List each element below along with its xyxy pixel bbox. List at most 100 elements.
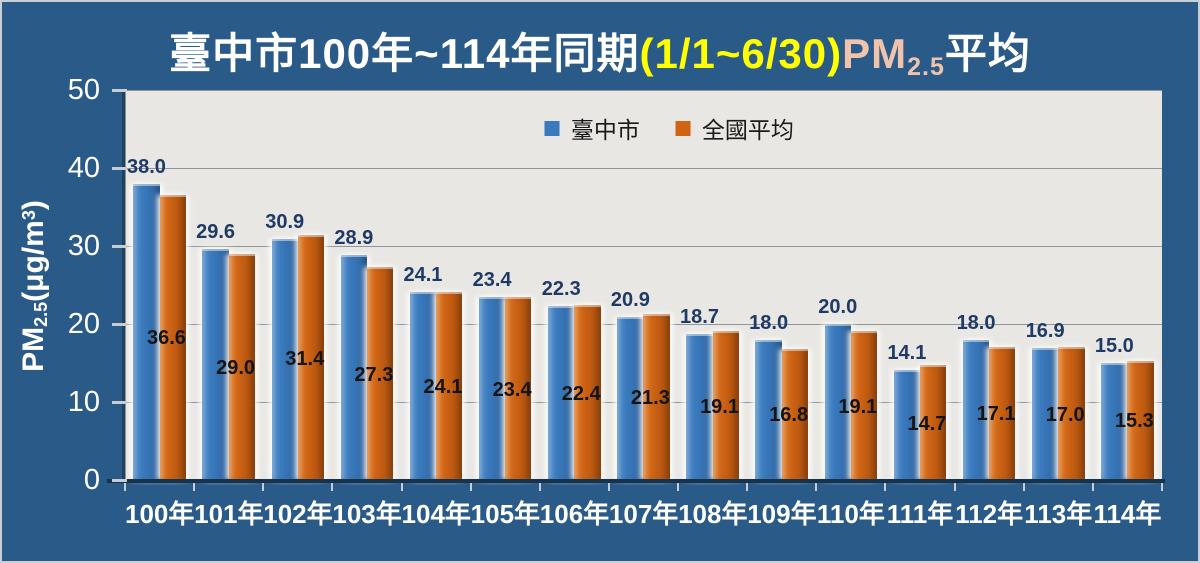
x-axis-tick bbox=[1022, 483, 1025, 491]
y-tick-20 bbox=[112, 323, 127, 326]
value-label-taichung-105年: 23.4 bbox=[472, 269, 512, 292]
bar-group-112年: 18.0 17.1 bbox=[955, 90, 1024, 480]
plot-area: 38.0 36.6 29.6 29.0 30.9 31.4 28.9 27.3 24.1 24.1… bbox=[125, 90, 1162, 480]
bar-taichung-102年 bbox=[271, 238, 298, 480]
x-axis-tick bbox=[1091, 483, 1094, 491]
x-axis-tick bbox=[677, 483, 680, 491]
legend-swatch-taichung bbox=[544, 120, 560, 136]
value-label-national-102年: 31.4 bbox=[285, 347, 325, 370]
y-axis-line bbox=[122, 90, 125, 482]
bar-national-100年 bbox=[159, 194, 186, 480]
x-axis-tick bbox=[1161, 483, 1163, 491]
value-label-national-113年: 17.0 bbox=[1045, 403, 1085, 426]
y-axis-title: PM2.5(μg/m3) bbox=[17, 200, 51, 372]
x-tick-label-104年: 104年 bbox=[401, 499, 471, 529]
x-axis-tick bbox=[124, 483, 126, 491]
y-tick-label-0: 0 bbox=[83, 464, 100, 496]
x-axis-tick bbox=[746, 483, 749, 491]
x-axis-tick bbox=[607, 483, 610, 491]
gridline-40 bbox=[125, 168, 1162, 169]
chart-title-prefix: 臺中市100年~114年同期 bbox=[169, 30, 640, 77]
bar-group-107年: 20.9 21.3 bbox=[609, 90, 678, 480]
y-tick-label-20: 20 bbox=[67, 308, 100, 340]
value-label-national-111年: 14.7 bbox=[907, 412, 947, 435]
y-tick-50 bbox=[112, 89, 127, 92]
bar-taichung-110年 bbox=[824, 324, 851, 480]
x-tick-label-102年: 102年 bbox=[263, 499, 333, 529]
bar-taichung-113年 bbox=[1032, 348, 1059, 480]
legend-label: 全國平均 bbox=[701, 117, 794, 143]
legend-label: 臺中市 bbox=[570, 117, 640, 143]
bar-group-100年: 38.0 36.6 bbox=[125, 90, 194, 480]
bar-group-103年: 28.9 27.3 bbox=[332, 90, 401, 480]
y-tick-40 bbox=[112, 167, 127, 170]
x-axis-tick bbox=[400, 483, 403, 491]
y-tick-0 bbox=[112, 479, 127, 482]
y-axis-title-superscript: 3 bbox=[19, 210, 39, 221]
x-tick-label-112年: 112年 bbox=[955, 499, 1024, 529]
x-tick-label-107年: 107年 bbox=[608, 499, 679, 529]
x-tick-label-100年: 100年 bbox=[125, 499, 195, 529]
value-label-taichung-111年: 14.1 bbox=[887, 342, 927, 365]
bar-group-106年: 22.3 22.4 bbox=[540, 90, 609, 480]
value-label-taichung-113年: 16.9 bbox=[1025, 320, 1065, 343]
bar-group-104年: 24.1 24.1 bbox=[402, 90, 471, 480]
chart-title-pm: PM2.5 bbox=[842, 30, 945, 81]
value-label-taichung-110年: 20.0 bbox=[818, 296, 858, 318]
y-tick-label-30: 30 bbox=[67, 230, 100, 262]
bar-national-113年 bbox=[1058, 347, 1085, 480]
x-tick-label-103年: 103年 bbox=[332, 499, 402, 529]
value-label-national-100年: 36.6 bbox=[147, 327, 186, 350]
value-label-national-112年: 17.1 bbox=[976, 403, 1016, 426]
x-axis-tick bbox=[953, 483, 956, 491]
bar-national-109年 bbox=[781, 348, 809, 480]
value-label-national-108年: 19.1 bbox=[700, 395, 739, 418]
chart-title-suffix: 平均 bbox=[944, 30, 1031, 77]
value-label-taichung-103年: 28.9 bbox=[334, 226, 374, 249]
y-tick-label-10: 10 bbox=[67, 386, 100, 418]
bar-national-110年 bbox=[850, 331, 878, 480]
value-label-national-101年: 29.0 bbox=[216, 356, 256, 379]
x-axis-tick bbox=[815, 483, 818, 491]
y-tick-10 bbox=[112, 401, 127, 404]
x-tick-label-110年: 110年 bbox=[816, 499, 885, 529]
bar-national-104年 bbox=[436, 292, 463, 480]
legend: 臺中市 全國平均 bbox=[544, 111, 794, 145]
bar-group-110年: 20.0 19.1 bbox=[816, 90, 885, 480]
y-tick-30 bbox=[112, 245, 127, 248]
bar-national-101年 bbox=[228, 253, 255, 480]
bar-national-111年 bbox=[920, 365, 947, 480]
value-label-taichung-108年: 18.7 bbox=[680, 306, 719, 329]
legend-swatch-national bbox=[675, 120, 691, 136]
value-label-national-114年: 15.3 bbox=[1114, 410, 1154, 433]
gridline-50 bbox=[125, 90, 1162, 91]
bar-taichung-111年 bbox=[893, 370, 920, 480]
x-axis-line bbox=[107, 479, 1165, 483]
value-label-national-109年: 16.8 bbox=[769, 404, 809, 427]
x-tick-label-113年: 113年 bbox=[1024, 499, 1093, 529]
x-axis-tick bbox=[538, 483, 541, 491]
legend-item-臺中市: 臺中市 bbox=[544, 111, 640, 145]
chart-title: 臺中市100年~114年同期(1/1~6/30)PM2.5平均 bbox=[2, 20, 1198, 82]
bar-national-106年 bbox=[574, 305, 601, 480]
bar-group-105年: 23.4 23.4 bbox=[471, 90, 540, 480]
bar-taichung-105年 bbox=[478, 297, 506, 480]
bar-taichung-112年 bbox=[962, 339, 990, 480]
value-label-national-103年: 27.3 bbox=[354, 363, 394, 386]
value-label-national-104年: 24.1 bbox=[423, 376, 463, 399]
bar-group-111年: 14.1 14.7 bbox=[885, 90, 954, 480]
bar-national-105年 bbox=[505, 297, 532, 480]
bar-taichung-106年 bbox=[548, 306, 575, 480]
bar-national-103年 bbox=[366, 267, 394, 480]
value-label-national-107年: 21.3 bbox=[630, 386, 670, 409]
value-label-taichung-109年: 18.0 bbox=[749, 311, 789, 334]
x-axis-tick bbox=[331, 483, 334, 491]
legend-item-全國平均: 全國平均 bbox=[675, 111, 794, 145]
bar-national-107年 bbox=[643, 313, 670, 480]
bar-group-109年: 18.0 16.8 bbox=[747, 90, 816, 480]
bar-taichung-107年 bbox=[617, 316, 644, 480]
bar-group-108年: 18.7 19.1 bbox=[678, 90, 747, 480]
x-axis-tick bbox=[262, 483, 265, 491]
bar-taichung-108年 bbox=[686, 334, 713, 480]
